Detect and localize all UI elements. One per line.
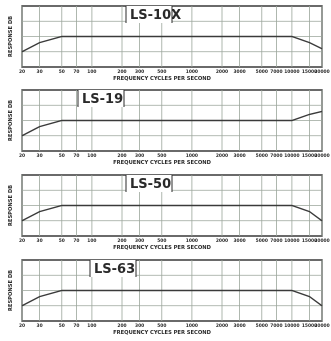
x-tick-label: 2000 [216,238,228,244]
y-axis-label: RESPONSE DB [8,100,14,141]
x-axis-label: FREQUENCY CYCLES PER SECOND [113,245,212,251]
chart-title-box [78,90,124,107]
x-tick-label: 50 [59,323,65,329]
x-tick-label: 20 [19,323,25,329]
x-tick-label: 70 [73,323,79,329]
response-curve [21,289,323,307]
x-tick-label: 200 [117,238,126,244]
x-tick-label: 7000 [270,69,282,75]
x-tick-label: 10000 [284,323,299,329]
chart-title-box [126,175,172,192]
x-tick-label: 1000 [186,238,198,244]
x-tick-label: 50 [59,69,65,75]
x-tick-label: 50 [59,238,65,244]
response-curve [21,204,323,222]
x-tick-label: 20000 [314,238,329,244]
x-tick-label: 2000 [216,153,228,159]
x-tick-label: 30 [37,238,43,244]
x-tick-label: 10000 [284,69,299,75]
x-tick-label: 100 [87,323,96,329]
x-tick-label: 7000 [270,153,282,159]
x-tick-label: 15000 [302,323,317,329]
x-tick-label: 7000 [270,238,282,244]
x-tick-label: 3000 [233,323,245,329]
x-tick-label: 20 [19,153,25,159]
x-tick-label: 70 [73,153,79,159]
x-tick-label: 15000 [302,238,317,244]
x-axis-label: FREQUENCY CYCLES PER SECOND [113,76,212,82]
x-tick-label: 100 [87,238,96,244]
x-tick-label: 20000 [314,153,329,159]
chart-title-box [90,260,136,277]
x-tick-label: 300 [135,238,144,244]
y-axis-label: RESPONSE DB [8,16,14,57]
y-axis-label: RESPONSE DB [8,270,14,311]
x-tick-label: 20000 [314,323,329,329]
chart-title: LS-50 [130,177,171,192]
chart-panel-2: LS-19 RESPONSE DB 20 30 50 70 100 200 300 500 1000… [8,89,330,166]
x-tick-label: 300 [135,323,144,329]
x-tick-label: 5000 [256,323,268,329]
x-tick-label: 3000 [233,238,245,244]
x-axis-label: FREQUENCY CYCLES PER SECOND [113,160,212,166]
x-tick-label: 70 [73,69,79,75]
x-tick-label: 70 [73,238,79,244]
x-tick-label: 10000 [284,238,299,244]
x-tick-label: 100 [87,153,96,159]
x-tick-label: 30 [37,69,43,75]
chart-title: LS-10X [130,8,181,23]
x-tick-label: 30 [37,153,43,159]
y-axis-label: RESPONSE DB [8,185,14,226]
x-tick-label: 2000 [216,323,228,329]
response-curve [21,35,323,53]
x-tick-label: 200 [117,323,126,329]
x-tick-label: 1000 [186,323,198,329]
x-tick-label: 5000 [256,238,268,244]
x-tick-label: 15000 [302,69,317,75]
chart-panel-1: LS-10X RESPONSE DB 20 30 50 70 100 200 300 500 100… [8,5,330,82]
x-tick-label: 1000 [186,69,198,75]
chart-title: LS-19 [82,92,123,107]
x-axis-label: FREQUENCY CYCLES PER SECOND [113,330,212,336]
chart-title: LS-63 [94,262,135,277]
x-tick-label: 20 [19,238,25,244]
response-curve [21,110,323,137]
x-tick-label: 3000 [233,69,245,75]
x-tick-label: 5000 [256,69,268,75]
x-tick-label: 300 [135,153,144,159]
x-tick-label: 50 [59,153,65,159]
chart-title-box [126,6,172,23]
x-tick-label: 500 [157,323,166,329]
x-tick-label: 5000 [256,153,268,159]
x-tick-label: 7000 [270,323,282,329]
x-tick-label: 30 [37,323,43,329]
x-tick-label: 200 [117,153,126,159]
x-tick-label: 20000 [314,69,329,75]
chart-panel-3: LS-50 RESPONSE DB 20 30 50 70 100 200 300 500 1000… [8,174,330,251]
x-tick-label: 200 [117,69,126,75]
x-tick-label: 20 [19,69,25,75]
x-tick-label: 500 [157,153,166,159]
x-tick-label: 500 [157,238,166,244]
x-tick-label: 1000 [186,153,198,159]
chart-panel-4: LS-63 RESPONSE DB 20 30 50 70 100 200 300 500 1000… [8,259,330,336]
x-tick-label: 2000 [216,69,228,75]
x-tick-label: 100 [87,69,96,75]
x-tick-label: 3000 [233,153,245,159]
x-tick-label: 500 [157,69,166,75]
x-tick-label: 15000 [302,153,317,159]
x-tick-label: 300 [135,69,144,75]
x-tick-label: 10000 [284,153,299,159]
